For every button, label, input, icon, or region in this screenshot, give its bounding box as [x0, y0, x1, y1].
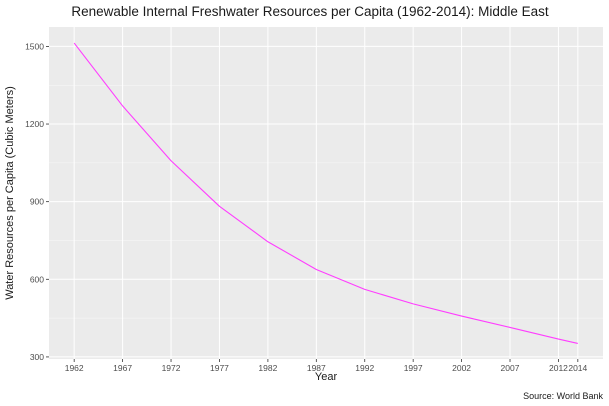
y-tick-label: 300: [30, 352, 44, 362]
x-tick-label: 2012: [549, 363, 568, 373]
x-tick-label: 2014: [568, 363, 587, 373]
y-axis-title: Water Resources per Capita (Cubic Meters…: [4, 86, 16, 300]
x-tick-label: 1992: [355, 363, 374, 373]
x-tick-label: 1982: [258, 363, 277, 373]
x-tick-label: 2002: [452, 363, 471, 373]
series-layer: [73, 42, 578, 345]
x-tick-label: 1972: [162, 363, 181, 373]
chart-title: Renewable Internal Freshwater Resources …: [71, 4, 548, 19]
y-tick-label: 1500: [25, 41, 44, 51]
y-tick-label: 1200: [25, 119, 44, 129]
minor-gridlines: [49, 84, 603, 319]
source-caption: Source: World Bank: [523, 391, 603, 401]
major-gridlines: [49, 27, 603, 359]
x-tick-label: 2007: [501, 363, 520, 373]
x-axis-title: Year: [315, 371, 338, 383]
x-tick-label: 1962: [65, 363, 84, 373]
series-line-middle-east: [73, 42, 578, 345]
x-tick-label: 1987: [307, 363, 326, 373]
y-tick-label: 600: [30, 274, 44, 284]
y-axis: 300 600 900 1200 1500: [25, 41, 49, 362]
y-tick-label: 900: [30, 197, 44, 207]
plot-panel: [49, 27, 603, 359]
x-tick-label: 1967: [113, 363, 132, 373]
x-tick-label: 1977: [210, 363, 229, 373]
x-axis: 1962 1967 1972 1977 1982 1987 1992 1997 2002 2007…: [65, 359, 588, 373]
x-tick-label: 1997: [404, 363, 423, 373]
